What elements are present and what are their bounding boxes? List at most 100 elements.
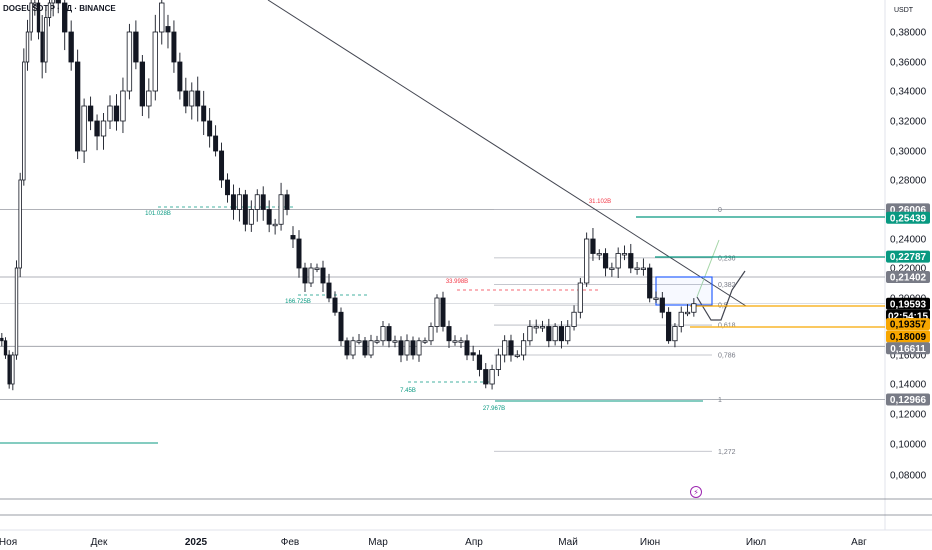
lightning-glyph: ⚡	[693, 488, 699, 497]
candle-body	[296, 238, 302, 269]
candle-body	[62, 2, 68, 33]
candle-body	[290, 235, 296, 240]
price-tag[interactable]: 0,19357	[886, 318, 930, 331]
price-tag-bg	[886, 250, 930, 263]
candle-body	[571, 311, 577, 327]
candle-body	[189, 90, 195, 107]
candle-body	[260, 194, 266, 210]
candle-body	[33, 2, 37, 5]
candle-body	[410, 340, 416, 356]
y-tick-label: 0,32000	[890, 117, 927, 128]
candle-body	[380, 326, 386, 342]
candle-body	[464, 340, 470, 356]
candle-body	[602, 253, 609, 269]
candle-body	[678, 311, 684, 327]
candle-body	[272, 223, 278, 227]
candle-body	[254, 194, 260, 210]
candle-body	[640, 267, 647, 270]
currency-label: USDT	[894, 7, 914, 14]
candle-body	[621, 253, 628, 256]
candle-body	[183, 90, 189, 107]
candle-body	[520, 340, 527, 356]
candle-body	[171, 31, 177, 63]
price-tag-label: 0,22787	[890, 252, 927, 263]
fib-level-label: 0,236	[718, 255, 736, 262]
candle-body	[628, 253, 634, 269]
candle-body	[242, 194, 248, 225]
y-tick-label: 0,16000	[890, 351, 927, 362]
candle-body	[338, 311, 344, 342]
candle-body	[133, 31, 139, 63]
price-tag[interactable]: 0,12966	[886, 393, 930, 407]
candle-body	[236, 194, 242, 210]
price-tag-bg	[886, 297, 930, 310]
chart-symbol-title: DOGEUSDT.P · 1Д · BINANCE	[3, 4, 116, 13]
candle-body	[533, 326, 539, 329]
candle-body	[107, 105, 113, 122]
candle-body	[470, 352, 476, 356]
candle-body	[452, 340, 458, 343]
candle-body	[672, 326, 678, 342]
candle-body	[94, 120, 100, 137]
candle-body	[434, 297, 440, 327]
price-tag[interactable]: 0,16611	[886, 342, 930, 355]
price-tag-bg	[886, 330, 930, 343]
price-tag[interactable]: 0,25439	[886, 211, 930, 225]
candle-body	[332, 297, 338, 313]
candle-body	[230, 194, 236, 210]
candle-body	[81, 105, 87, 152]
price-tag[interactable]: 0,22787	[886, 250, 930, 264]
candle-body	[87, 105, 94, 122]
candle-body	[691, 303, 697, 313]
y-tick-label: 0,14000	[890, 380, 927, 391]
fib-level-label: 1	[718, 397, 722, 404]
candle-body	[213, 135, 219, 152]
candle-body	[326, 282, 332, 299]
fib-level-label: 0,618	[718, 323, 736, 330]
x-tick-label: Мар	[368, 537, 388, 548]
candle-body	[225, 179, 230, 196]
candle-body	[195, 90, 201, 107]
price-tag-bg	[886, 393, 930, 406]
candle-body	[546, 326, 552, 342]
candle-body	[404, 340, 410, 356]
fib-level-label: 0,382	[718, 282, 736, 289]
y-tick-label: 0,38000	[890, 28, 927, 39]
price-tag[interactable]: 0,18009	[886, 330, 930, 343]
candle-body	[615, 253, 621, 269]
candle-body	[47, 2, 52, 18]
candle-body	[514, 354, 520, 357]
candle-body	[684, 311, 691, 315]
candle-body	[527, 326, 533, 342]
price-tag[interactable]: 0,21402	[886, 270, 930, 284]
price-tag-label: 0,25439	[890, 213, 927, 224]
candle-body	[458, 340, 464, 343]
price-tag-label: 0,12966	[890, 395, 927, 406]
x-tick-label: Дек	[91, 537, 108, 548]
lightning-icon[interactable]	[690, 486, 702, 498]
candle-body	[302, 267, 308, 284]
candle-body	[558, 326, 565, 342]
price-tag-label: 0,21402	[890, 272, 927, 283]
candle-body	[177, 61, 183, 92]
candle-body	[552, 326, 558, 342]
candle-body	[55, 0, 61, 4]
candle-body	[446, 326, 452, 342]
candle-body	[647, 267, 653, 299]
forecast-arrow	[696, 239, 720, 298]
candle-body	[440, 297, 446, 327]
candle-body	[278, 194, 284, 225]
candle-body	[68, 31, 74, 63]
y-tick-label: 0,30000	[890, 147, 927, 158]
candle-body	[248, 209, 254, 225]
candle-body	[126, 31, 133, 92]
price-tag[interactable]: 0,19593	[886, 297, 930, 311]
fib-level-label: 1,272	[718, 449, 736, 456]
candle-body	[374, 340, 380, 343]
price-tag-label: 0,19357	[890, 320, 927, 331]
forecast-path	[696, 270, 746, 321]
candle-body	[495, 354, 501, 370]
candle-body	[0, 337, 4, 342]
candle-body	[502, 340, 508, 356]
